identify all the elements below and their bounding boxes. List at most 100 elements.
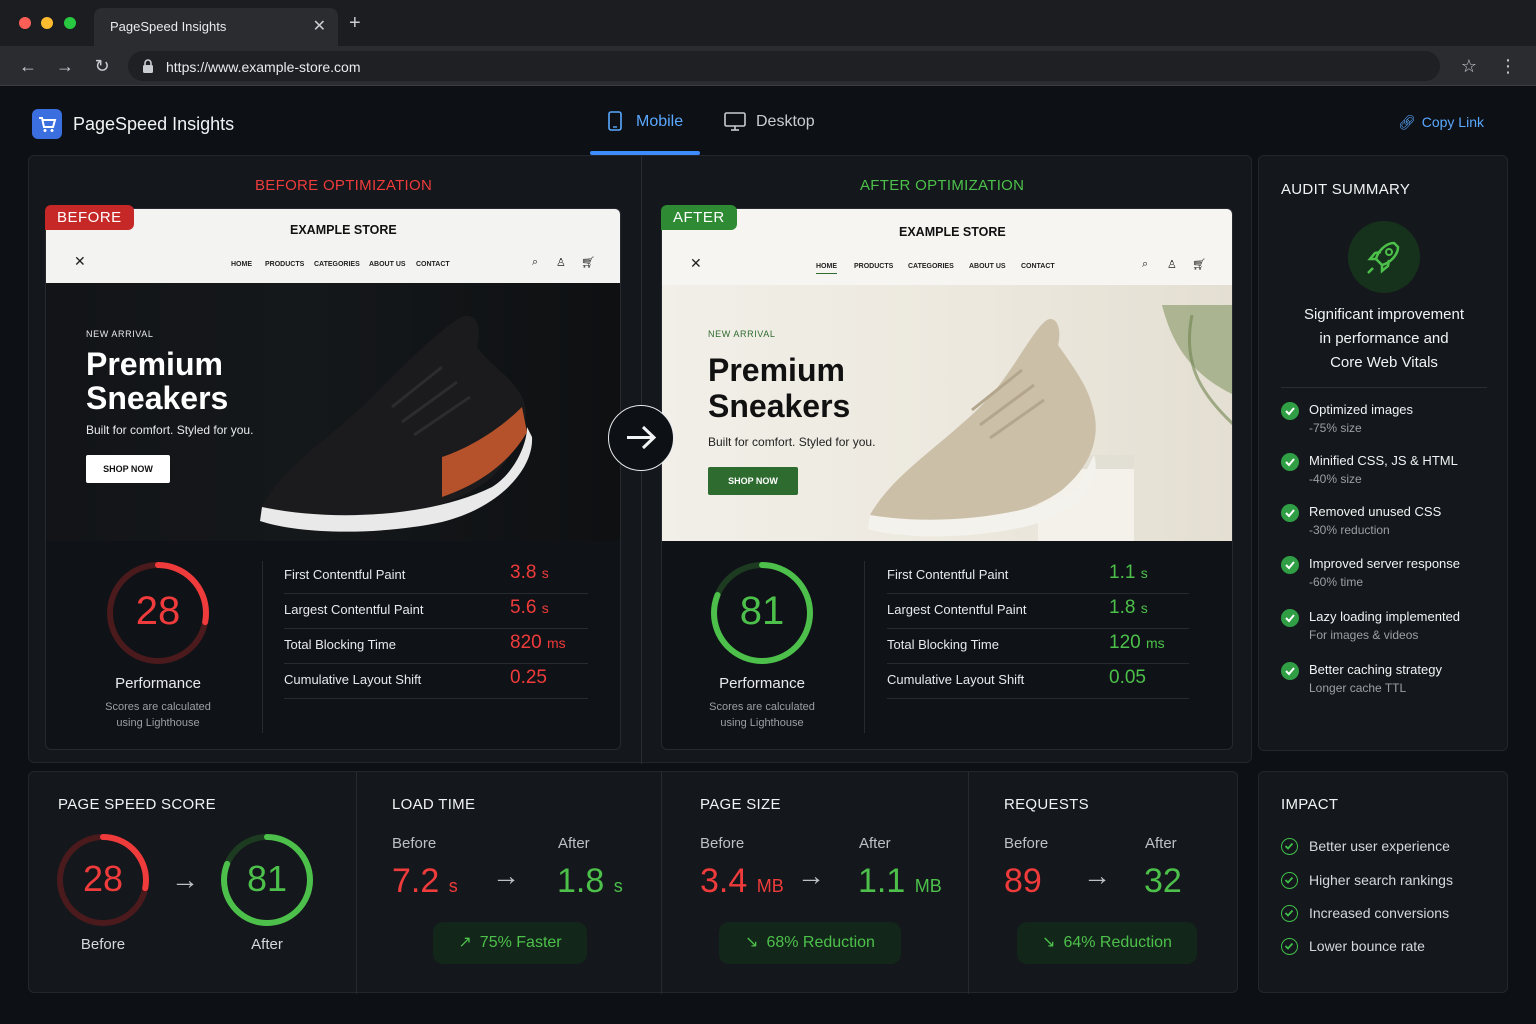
before-hero-title-1: Premium [86,346,223,382]
after-metric-value: 120 ms [1109,632,1165,654]
after-metric-name: Total Blocking Time [887,637,999,652]
impact-item-label: Lower bounce rate [1309,938,1425,954]
page-size-title: PAGE SIZE [700,796,781,813]
stats-divider [968,772,969,994]
after-search-icon: ⌕ [1142,258,1149,270]
impact-item-label: Higher search rankings [1309,872,1453,888]
before-cart-icon: 🛒︎ [581,257,595,269]
before-metric-value: 820 ms [510,632,566,654]
after-performance-label: Performance [719,675,805,692]
browser-tab[interactable]: PageSpeed Insights ✕ [94,8,338,46]
before-nav-categories: CATEGORIES [314,261,360,268]
load-time-after-number: 1.8 [557,862,605,900]
after-nav-about: ABOUT US [969,263,1006,270]
audit-item-sub: For images & videos [1309,628,1419,642]
before-metric-unit: s [541,600,549,616]
after-card: EXAMPLE STORE ✕ HOME PRODUCTS CATEGORIES… [661,208,1233,750]
before-site-header: EXAMPLE STORE ✕ HOME PRODUCTS CATEGORIES… [46,209,620,283]
before-section-title: BEFORE OPTIMIZATION [255,177,433,194]
before-metric-unit: ms [546,635,566,651]
after-metric-number: 1.1 [1109,562,1136,583]
tab-desktop[interactable]: Desktop [724,107,834,155]
audit-item-sub: -60% time [1309,575,1364,589]
impact-panel: IMPACT Better user experience Higher sea… [1258,771,1508,993]
audit-summary-title: AUDIT SUMMARY [1281,181,1411,198]
back-icon[interactable]: ← [19,56,37,76]
page-size-pill: ↘ 68% Reduction [719,922,901,964]
arrow-right-icon: → [797,860,825,891]
address-bar[interactable]: https://www.example-store.com [128,51,1440,81]
audit-summary-line-2: in performance and [1319,330,1449,347]
after-user-icon: ♙ [1167,259,1177,271]
copy-link-button[interactable]: 🔗︎ Copy Link [1398,114,1484,131]
requests-pill-label: 64% Reduction [1063,934,1172,951]
after-metric-row: First Contentful Paint 1.1 s [887,559,1189,594]
new-tab-button[interactable]: + [349,12,361,34]
after-metric-number: 1.8 [1109,597,1136,618]
check-circle-outline-icon [1281,905,1298,922]
tab-desktop-label: Desktop [756,113,815,130]
before-metric-name: Total Blocking Time [284,637,396,652]
minimize-window-button[interactable] [41,17,53,29]
before-score-value: 28 [135,589,181,633]
before-hero-title-2: Sneakers [86,380,229,416]
active-tab-indicator [590,151,700,155]
after-menu-close-icon: ✕ [690,255,702,271]
load-time-pill-label: 75% Faster [479,934,562,951]
page-size-before-number: 3.4 [700,862,748,900]
close-window-button[interactable] [19,17,31,29]
reload-icon[interactable]: ↻ [94,56,110,76]
after-metric-unit: ms [1145,635,1165,651]
audit-item-sub: Longer cache TTL [1309,681,1407,695]
before-metric-row: Cumulative Layout Shift 0.25 [284,664,588,699]
page-speed-after-ring [221,834,313,926]
after-nav-categories: CATEGORIES [908,263,954,270]
requests-before-label: Before [1004,835,1049,852]
rocket-icon [1348,221,1420,293]
check-circle-icon [1281,402,1299,420]
before-score-ring [107,562,209,664]
forward-icon[interactable]: → [56,56,74,76]
arrow-right-icon: → [171,864,199,895]
after-score-note-1: Scores are calculated [709,701,815,713]
after-hero-kicker: NEW ARRIVAL [708,329,776,339]
before-metric-name: Largest Contentful Paint [284,602,424,617]
check-circle-outline-icon [1281,872,1298,889]
before-metric-number: 0.25 [510,667,547,688]
impact-item-label: Better user experience [1309,838,1450,854]
before-menu-close-icon: ✕ [74,253,86,269]
before-store-name: EXAMPLE STORE [290,223,397,237]
audit-item-title: Better caching strategy [1309,662,1442,677]
audit-item-title: Removed unused CSS [1309,504,1442,519]
page-size-after-number: 1.1 [858,862,906,900]
after-metric-value: 1.8 s [1109,597,1148,619]
arrow-right-icon: → [1083,860,1111,891]
audit-item-sub: -30% reduction [1309,523,1390,537]
stats-divider [661,772,662,994]
after-metric-name: Largest Contentful Paint [887,602,1027,617]
requests-before-value: 89 [1004,862,1042,900]
menu-kebab-icon[interactable]: ⋮ [1499,56,1517,76]
beige-sneaker-image [868,305,1232,541]
close-icon[interactable]: ✕ [312,18,326,35]
link-icon: 🔗︎ [1397,114,1416,130]
load-time-unit: s [448,876,458,896]
arrow-right-icon: → [492,860,520,891]
bookmark-star-icon[interactable]: ☆ [1460,56,1478,76]
app-title: PageSpeed Insights [73,114,235,134]
page-size-unit: MB [756,876,784,896]
url-text: https://www.example-store.com [166,59,361,75]
requests-after-label: After [1145,835,1177,852]
before-hero-kicker: NEW ARRIVAL [86,329,154,339]
before-shop-now-button: SHOP NOW [86,455,170,483]
before-nav-about: ABOUT US [369,261,406,268]
maximize-window-button[interactable] [64,17,76,29]
before-hero: NEW ARRIVAL Premium Sneakers Built for c… [46,283,620,541]
page-size-before-label: Before [700,835,745,852]
page-size-after-label: After [859,835,891,852]
before-metric-value: 3.8 s [510,562,549,584]
check-circle-icon [1281,662,1299,680]
load-time-after-value: 1.8 s [557,862,623,901]
pagespeed-app: PageSpeed Insights Mobile Desktop 🔗︎ Copy… [0,87,1536,1024]
tab-mobile[interactable]: Mobile [590,107,700,155]
